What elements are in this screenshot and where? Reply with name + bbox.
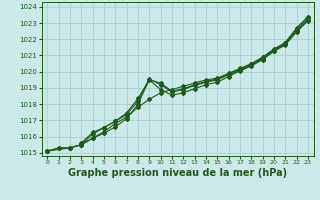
X-axis label: Graphe pression niveau de la mer (hPa): Graphe pression niveau de la mer (hPa) — [68, 168, 287, 178]
